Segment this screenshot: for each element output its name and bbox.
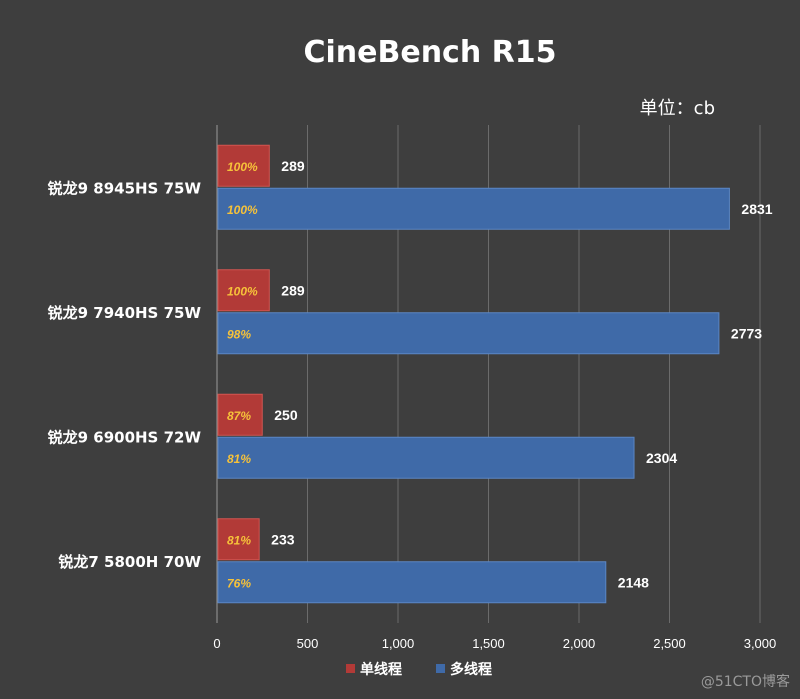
bars-layer [217,144,730,604]
percent-label: 98% [227,327,251,341]
chart-title: CineBench R15 [303,35,556,70]
value-label: 2304 [646,450,677,466]
multi-thread-bar [217,187,730,230]
single-thread-bar [217,269,270,312]
value-label: 2148 [618,574,649,590]
x-tick-label: 1,000 [382,636,415,651]
single-thread-bar [217,144,270,187]
labels-layer: 锐龙9 8945HS 75W 100% 289 100% 2831 锐龙9 7940HS … [48,158,773,591]
multi-thread-bar [217,312,720,355]
category-label: 锐龙9 6900HS 72W [48,428,202,446]
percent-label: 76% [227,576,251,590]
percent-label: 81% [227,452,251,466]
value-label: 289 [281,282,305,298]
single-thread-bar [217,393,263,436]
legend-label: 多线程 [450,661,492,678]
value-label: 250 [274,407,298,423]
x-tick-label: 2,000 [563,636,596,651]
unit-label: 单位：cb [640,98,715,119]
x-tick-label: 2,500 [653,636,686,651]
value-label: 233 [271,531,295,547]
percent-label: 100% [227,160,258,174]
percent-label: 100% [227,203,258,217]
category-label: 锐龙9 8945HS 75W [48,179,202,197]
legend-swatch [346,664,355,673]
x-tick-label: 0 [213,636,220,651]
percent-label: 81% [227,533,251,547]
multi-thread-bar [217,436,635,479]
watermark: @51CTO博客 [700,674,790,690]
percent-label: 100% [227,284,258,298]
category-label: 锐龙7 5800H 70W [58,553,201,571]
value-label: 2831 [741,201,772,217]
axis-layer: 0 500 1,000 1,500 2,000 2,500 3,000 [213,125,776,651]
value-label: 2773 [731,325,762,341]
x-tick-label: 1,500 [472,636,505,651]
legend-swatch [436,664,445,673]
x-tick-label: 3,000 [744,636,777,651]
legend-label: 单线程 [360,661,402,678]
multi-thread-bar [217,561,607,604]
x-tick-label: 500 [297,636,319,651]
category-label: 锐龙9 7940HS 75W [48,304,202,322]
single-thread-bar [217,518,260,561]
percent-label: 87% [227,409,251,423]
value-label: 289 [281,158,305,174]
legend: 单线程 多线程 [346,661,492,678]
